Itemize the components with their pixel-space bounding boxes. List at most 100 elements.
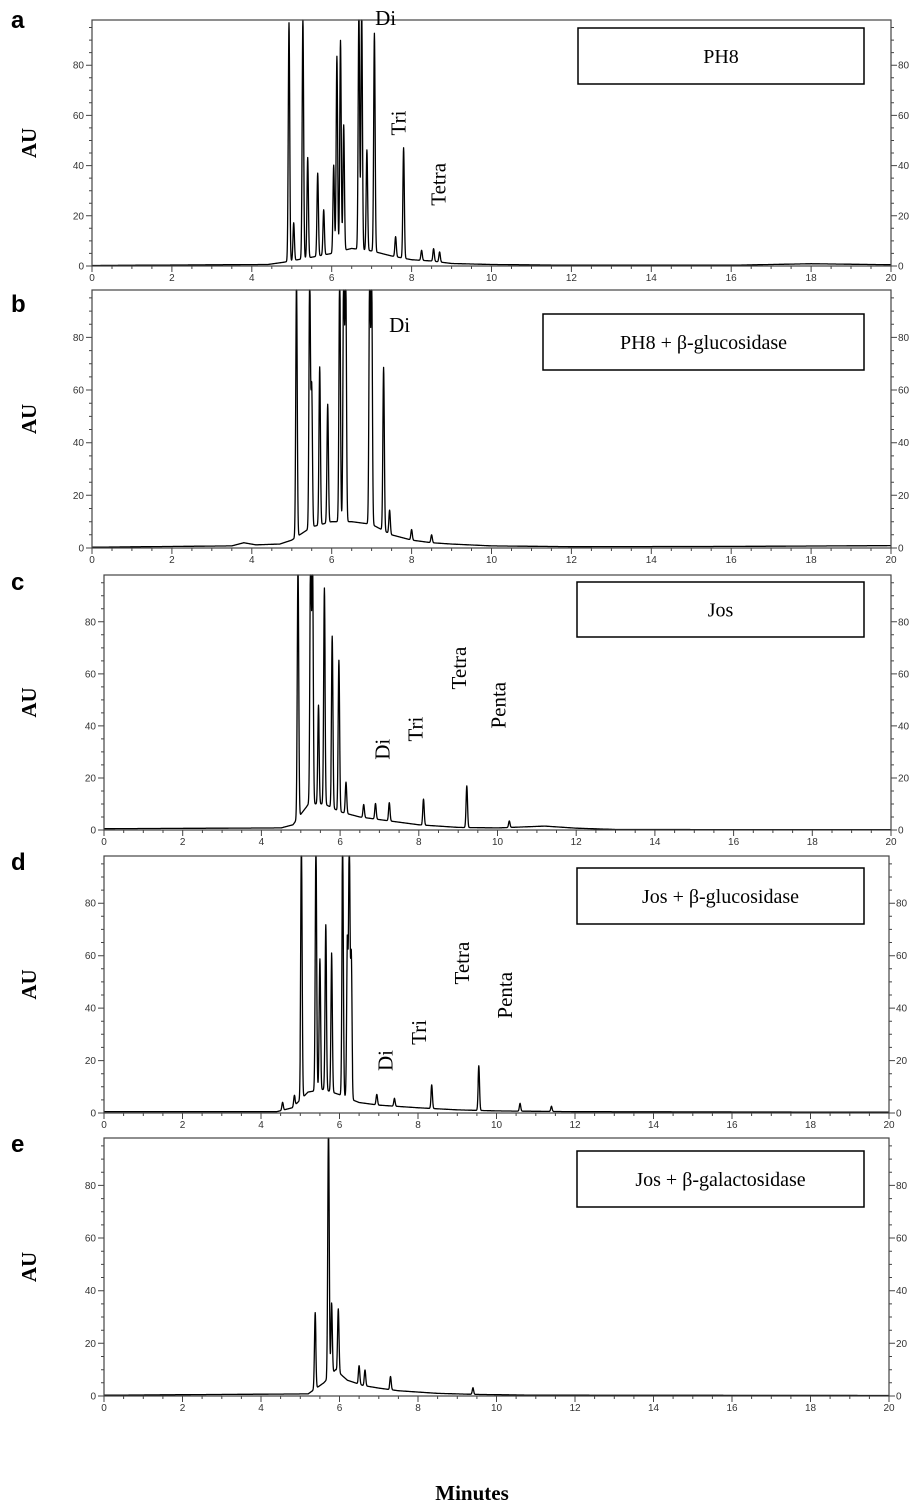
peak-annotation: Penta [486, 681, 510, 728]
x-tick-label: 18 [806, 555, 818, 566]
x-tick-label: 0 [89, 555, 95, 566]
peak-annotation: Tetra [427, 162, 451, 206]
y-tick-label-right: 0 [898, 544, 904, 555]
y-tick-label-left: 80 [85, 1181, 97, 1192]
plot-frame [103, 855, 890, 1114]
x-tick-label: 20 [885, 555, 897, 566]
y-tick-label-left: 40 [73, 438, 85, 449]
panel-letter: d [11, 849, 26, 876]
y-tick-label-right: 20 [896, 1339, 908, 1350]
x-tick-label: 14 [646, 555, 658, 566]
peak-annotation: Tri [387, 110, 411, 135]
x-tick-label: 12 [566, 555, 578, 566]
x-tick-label: 18 [805, 1120, 817, 1131]
x-tick-label: 16 [726, 1403, 738, 1414]
legend-box [542, 313, 865, 371]
y-tick-label-right: 20 [898, 491, 910, 502]
legend-box [577, 27, 865, 85]
peak-annotation: Di [373, 1050, 397, 1071]
y-tick-label-right: 0 [896, 1392, 902, 1403]
x-tick-label: 8 [409, 555, 415, 566]
axis-ticks [86, 297, 897, 554]
x-tick-label: 12 [566, 273, 578, 284]
x-tick-label: 2 [180, 1120, 186, 1131]
y-tick-label-right: 0 [898, 826, 904, 837]
x-tick-label: 6 [329, 273, 335, 284]
x-tick-label: 0 [101, 1403, 107, 1414]
peak-annotation: Di [375, 6, 396, 30]
y-tick-label-right: 20 [898, 773, 910, 784]
peak-annotation: Di [370, 739, 394, 760]
x-tick-label: 4 [249, 273, 255, 284]
peak-annotation: Tetra [450, 941, 474, 985]
x-tick-label: 12 [569, 1403, 581, 1414]
x-tick-label: 10 [486, 273, 498, 284]
legend-label: PH8 + β-glucosidase [620, 332, 787, 354]
panel-letter: c [11, 569, 24, 596]
y-tick-label-left: 0 [78, 262, 84, 273]
x-tick-label: 16 [726, 555, 738, 566]
x-tick-label: 16 [726, 273, 738, 284]
x-axis-label: Minutes [435, 1481, 509, 1505]
plot-frame [103, 574, 892, 831]
chromatogram-trace [91, 19, 892, 267]
x-tick-label: 0 [101, 837, 107, 848]
chromatogram-trace [91, 289, 892, 548]
y-tick-label-left: 20 [85, 1339, 97, 1350]
y-tick-label-left: 60 [85, 951, 97, 962]
y-axis-label: AU [17, 687, 41, 717]
y-axis-label: AU [17, 1252, 41, 1282]
y-tick-label-left: 40 [85, 1004, 97, 1015]
x-tick-label: 12 [571, 837, 583, 848]
chromatogram-trace [103, 855, 890, 1113]
y-axis-label: AU [17, 969, 41, 999]
plot-frame [91, 289, 892, 549]
y-tick-label-right: 40 [898, 161, 910, 172]
x-tick-label: 4 [258, 1120, 264, 1131]
x-tick-label: 20 [883, 1403, 895, 1414]
peak-annotation: Penta [493, 971, 517, 1018]
x-tick-label: 18 [807, 837, 819, 848]
x-tick-label: 4 [249, 555, 255, 566]
x-tick-label: 6 [329, 555, 335, 566]
x-tick-label: 6 [337, 837, 343, 848]
y-tick-label-right: 60 [898, 669, 910, 680]
y-tick-label-right: 60 [896, 1234, 908, 1245]
y-tick-label-right: 80 [896, 1181, 908, 1192]
y-tick-label-right: 60 [898, 386, 910, 397]
y-tick-label-right: 40 [896, 1004, 908, 1015]
y-tick-label-left: 40 [73, 161, 85, 172]
plot-frame [103, 1137, 890, 1397]
y-tick-label-left: 20 [73, 211, 85, 222]
x-tick-label: 6 [337, 1120, 343, 1131]
x-tick-label: 2 [180, 837, 186, 848]
y-tick-label-left: 0 [90, 1109, 96, 1120]
x-tick-label: 18 [805, 1403, 817, 1414]
legend-box [576, 1150, 865, 1208]
y-tick-label-right: 20 [898, 211, 910, 222]
y-tick-label-right: 80 [898, 61, 910, 72]
x-tick-label: 2 [169, 555, 175, 566]
x-tick-label: 8 [415, 1120, 421, 1131]
peak-annotation: Tetra [447, 646, 471, 690]
y-tick-label-left: 80 [73, 333, 85, 344]
y-tick-label-right: 20 [896, 1056, 908, 1067]
peak-annotation: Tri [407, 1020, 431, 1045]
y-tick-label-left: 80 [85, 899, 97, 910]
peak-annotation: Di [389, 313, 410, 337]
x-tick-label: 2 [169, 273, 175, 284]
y-tick-label-right: 60 [896, 951, 908, 962]
x-tick-label: 20 [885, 273, 897, 284]
y-tick-label-left: 40 [85, 721, 97, 732]
legend-box [576, 581, 865, 638]
y-tick-label-right: 60 [898, 111, 910, 122]
y-tick-label-left: 60 [73, 111, 85, 122]
x-tick-label: 8 [409, 273, 415, 284]
x-tick-label: 6 [337, 1403, 343, 1414]
legend-label: Jos + β-galactosidase [635, 1169, 805, 1191]
